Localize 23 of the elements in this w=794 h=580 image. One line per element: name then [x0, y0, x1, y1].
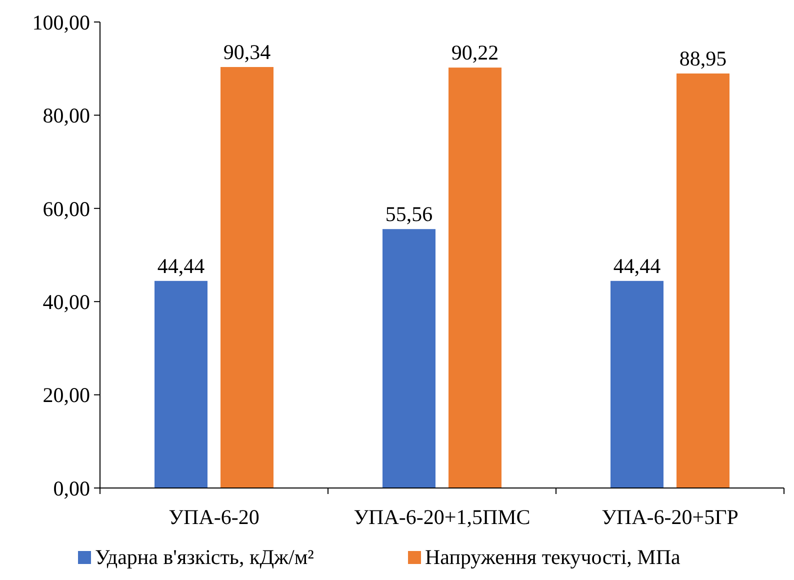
x-tick-label: УПА-6-20 [168, 505, 260, 529]
x-tick-label: УПА-6-20+1,5ПМС [354, 505, 530, 529]
data-label: 90,22 [451, 40, 499, 65]
bar [448, 68, 502, 488]
bar [154, 280, 208, 488]
bar [676, 73, 730, 488]
legend-label: Ударна в'язкість, кДж/м² [95, 545, 314, 569]
bar [610, 280, 664, 488]
y-tick-label: 60,00 [42, 196, 90, 221]
y-tick-label: 40,00 [42, 290, 90, 314]
y-tick-label: 100,00 [32, 10, 90, 34]
data-label: 44,44 [613, 254, 662, 278]
data-label: 90,34 [223, 40, 272, 64]
bar [382, 229, 436, 488]
data-label: 88,95 [679, 46, 727, 70]
data-label: 44,44 [157, 254, 206, 278]
y-tick-label: 0,00 [53, 476, 90, 500]
y-tick-label: 20,00 [42, 383, 90, 408]
legend-label: Напруження текучості, МПа [425, 545, 681, 569]
x-tick-label: УПА-6-20+5ГР [602, 505, 738, 529]
data-label: 55,56 [385, 202, 433, 226]
y-tick-label: 80,00 [42, 104, 90, 128]
bar [220, 67, 274, 488]
